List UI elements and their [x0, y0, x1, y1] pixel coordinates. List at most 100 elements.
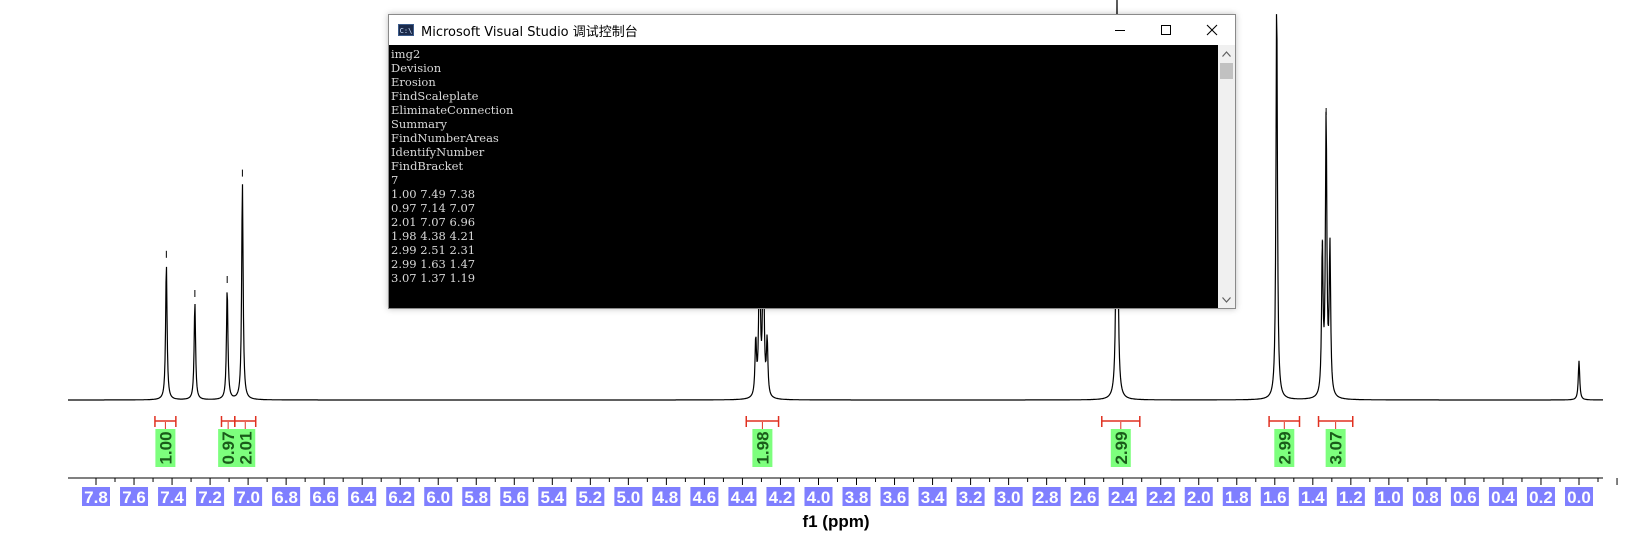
integral-value: 2.01 [236, 431, 255, 464]
tick-label-bg [728, 487, 757, 506]
maximize-button[interactable] [1143, 15, 1189, 45]
tick-label-bg [994, 487, 1023, 506]
window-controls [1097, 15, 1235, 45]
x-tick-label: 1.6 [1263, 488, 1287, 507]
minimize-button[interactable] [1097, 15, 1143, 45]
integral-value: 2.99 [1112, 431, 1131, 464]
console-line: 0.97 7.14 7.07 [391, 201, 476, 215]
console-window[interactable]: C:\ Microsoft Visual Studio 调试控制台 img2 De… [388, 14, 1236, 309]
console-app-icon: C:\ [398, 24, 414, 36]
integral-region[interactable]: 1.98 [745, 416, 780, 467]
integral-label-bg [155, 429, 176, 467]
x-tick-label: 4.0 [807, 488, 831, 507]
integral-region[interactable]: 2.99 [1101, 416, 1141, 467]
integral-value: 0.97 [219, 431, 238, 464]
integral-label-bg [1110, 429, 1131, 467]
scroll-down-button[interactable] [1218, 291, 1235, 308]
x-tick-label: 6.4 [350, 488, 374, 507]
console-line: 3.07 1.37 1.19 [391, 271, 476, 285]
x-tick-label: 1.4 [1301, 488, 1325, 507]
x-tick-label: 2.2 [1149, 488, 1173, 507]
console-line: img2 [391, 47, 421, 61]
scroll-up-button[interactable] [1218, 45, 1235, 62]
x-tick-label: 3.6 [883, 488, 907, 507]
console-line: Devision [391, 61, 442, 75]
x-tick-label: 1.0 [1377, 488, 1401, 507]
tick-label-bg [1108, 487, 1137, 506]
integral-label-bg [1325, 429, 1346, 467]
integral-label-bg [752, 429, 773, 467]
x-tick-label: 7.4 [160, 488, 184, 507]
close-button[interactable] [1189, 15, 1235, 45]
tick-label-bg [1526, 487, 1555, 506]
console-output[interactable]: img2 Devision Erosion FindScaleplate Elimina… [389, 45, 1218, 308]
tick-label-bg [120, 487, 149, 506]
integral-regions: 1.00 0.972.01 1.98 2.99 2.99 3.07 [154, 416, 1354, 467]
tick-label-bg [1336, 487, 1365, 506]
tick-label-bg [1222, 487, 1251, 506]
tick-label-bg [1184, 487, 1213, 506]
tick-label-bg [348, 487, 377, 506]
vertical-scrollbar[interactable] [1218, 45, 1235, 308]
x-tick-label: 7.8 [84, 488, 108, 507]
x-tick-label: 5.0 [617, 488, 641, 507]
x-tick-label: 1.2 [1339, 488, 1363, 507]
console-line: 2.01 7.07 6.96 [391, 215, 476, 229]
x-tick-label: 2.8 [1035, 488, 1059, 507]
console-line: FindBracket [391, 159, 464, 173]
tick-label-bg [1450, 487, 1479, 506]
x-tick-label: 2.0 [1187, 488, 1211, 507]
console-line: IdentifyNumber [391, 145, 485, 159]
integral-value: 2.99 [1275, 431, 1294, 464]
title-bar[interactable]: C:\ Microsoft Visual Studio 调试控制台 [389, 15, 1235, 45]
tick-label-bg [614, 487, 643, 506]
tick-label-bg [196, 487, 225, 506]
x-tick-label: 4.2 [769, 488, 793, 507]
x-tick-label: 5.6 [502, 488, 526, 507]
x-tick-label: 0.0 [1567, 488, 1591, 507]
x-tick-label: 4.4 [731, 488, 755, 507]
x-tick-label: 3.8 [845, 488, 869, 507]
tick-label-bg [424, 487, 453, 506]
tick-label-bg [272, 487, 301, 506]
tick-label-bg [1032, 487, 1061, 506]
integral-region[interactable]: 2.01 [234, 416, 257, 467]
window-title: Microsoft Visual Studio 调试控制台 [421, 24, 638, 40]
x-axis-ticks: 7.8 7.6 7.4 7.2 7.0 6.8 6.6 6.4 6.2 6.0 5.8 5.6 5.4 5… [82, 478, 1618, 507]
tick-label-bg [1374, 487, 1403, 506]
x-tick-label: 5.4 [540, 488, 564, 507]
console-line: 1.98 4.38 4.21 [391, 229, 476, 243]
x-tick-label: 5.2 [579, 488, 603, 507]
x-tick-label: 3.4 [921, 488, 945, 507]
tick-label-bg [1260, 487, 1289, 506]
console-line: EliminateConnection [391, 103, 514, 117]
console-line: 2.99 1.63 1.47 [391, 257, 476, 271]
x-tick-label: 7.0 [236, 488, 260, 507]
x-tick-label: 6.2 [388, 488, 412, 507]
x-tick-label: 5.8 [464, 488, 488, 507]
maximize-icon [1161, 25, 1171, 35]
x-tick-label: 6.0 [426, 488, 450, 507]
tick-label-bg [1070, 487, 1099, 506]
tick-label-bg [918, 487, 947, 506]
tick-label-bg [234, 487, 263, 506]
scroll-thumb[interactable] [1220, 63, 1233, 79]
tick-label-bg [82, 487, 110, 506]
console-line: 1.00 7.49 7.38 [391, 187, 476, 201]
integral-region[interactable]: 3.07 [1317, 416, 1354, 467]
x-tick-label: 4.6 [693, 488, 717, 507]
integral-region[interactable]: 0.97 [218, 416, 239, 467]
minimize-icon [1115, 30, 1125, 31]
x-axis-title: f1 (ppm) [802, 512, 869, 531]
tick-label-bg [1412, 487, 1441, 506]
x-tick-label: 7.2 [198, 488, 222, 507]
integral-value: 1.00 [156, 431, 175, 464]
tick-label-bg [1488, 487, 1517, 506]
close-icon [1206, 24, 1218, 36]
console-line: 2.99 2.51 2.31 [391, 243, 476, 257]
tick-label-bg [386, 487, 415, 506]
x-tick-label: 0.6 [1453, 488, 1477, 507]
integral-region[interactable]: 2.99 [1268, 416, 1301, 467]
chevron-up-icon [1222, 50, 1231, 57]
integral-region[interactable]: 1.00 [154, 416, 177, 467]
